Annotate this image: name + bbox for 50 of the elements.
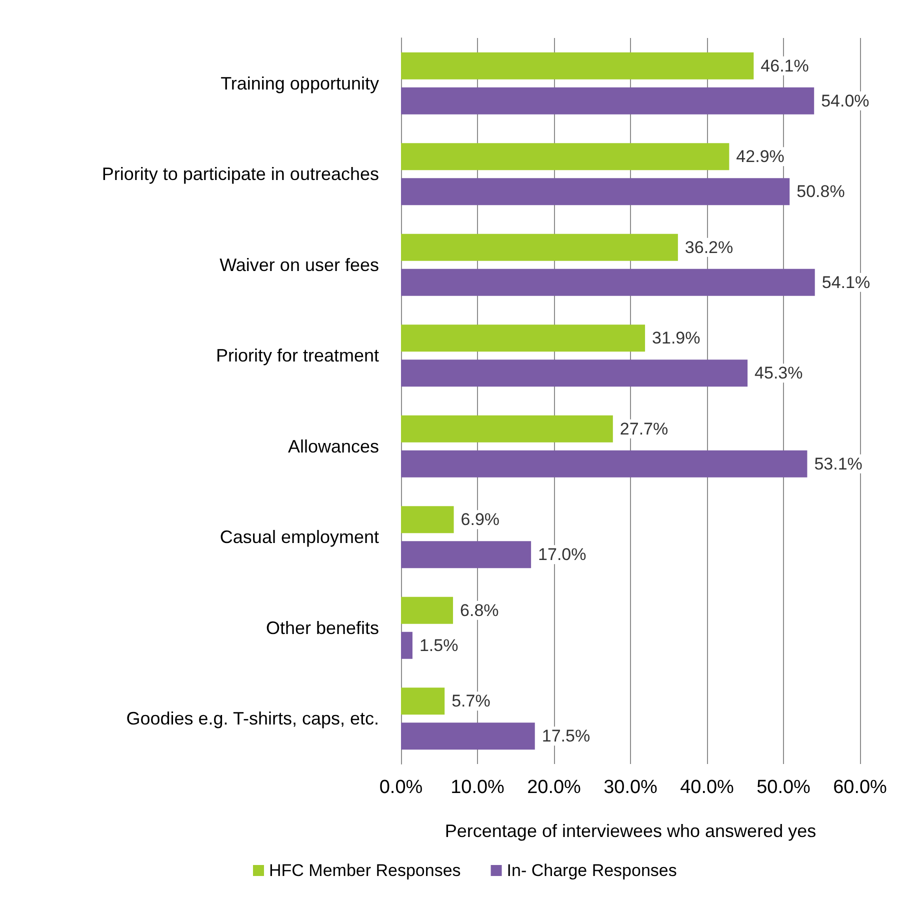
data-label: 31.9%: [652, 328, 700, 348]
bar: [401, 541, 532, 568]
data-label: 42.9%: [736, 147, 784, 166]
y-tick-label: Goodies e.g. T-shirts, caps, etc.: [126, 708, 379, 729]
data-label: 46.1%: [760, 56, 809, 76]
bar: [401, 722, 535, 750]
data-label: 17.0%: [538, 545, 586, 564]
bar: [401, 688, 445, 715]
data-label: 5.7%: [452, 692, 490, 711]
legend-label: In- Charge Responses: [506, 861, 677, 880]
x-tick-label: 40.0%: [680, 777, 734, 798]
data-label: 6.9%: [460, 510, 500, 530]
data-label: 53.1%: [814, 454, 862, 474]
data-label: 54.1%: [822, 272, 870, 292]
data-label: 36.2%: [684, 238, 734, 257]
x-axis-title: Percentage of interviewees who answered yes: [444, 821, 816, 841]
x-tick-label: 20.0%: [527, 777, 582, 798]
legend-label: HFC Member Responses: [269, 861, 461, 880]
bar: [401, 87, 814, 114]
bar: [401, 506, 454, 534]
bar: [401, 324, 646, 352]
y-tick-label: Waiver on user fees: [220, 254, 379, 275]
y-tick-label: Priority to participate in outreaches: [102, 164, 379, 184]
x-tick-label: 0.0%: [379, 777, 423, 798]
y-tick-label: Allowances: [288, 436, 379, 456]
x-tick-label: 50.0%: [756, 777, 811, 798]
bar: [401, 178, 790, 206]
bar: [401, 143, 730, 170]
data-label: 54.0%: [821, 91, 870, 110]
bar: [401, 52, 754, 80]
x-tick-label: 30.0%: [604, 777, 658, 798]
bar: [401, 268, 815, 296]
bar: [401, 596, 454, 624]
bar: [401, 450, 808, 478]
bar: [401, 360, 748, 387]
x-tick-label: 60.0%: [833, 777, 888, 798]
data-label: 1.5%: [419, 636, 458, 655]
bar: [401, 632, 412, 659]
bar: [401, 415, 613, 442]
x-tick-label: 10.0%: [450, 777, 505, 798]
y-tick-label: Casual employment: [220, 527, 379, 548]
data-label: 45.3%: [754, 364, 803, 383]
data-label: 27.7%: [620, 419, 668, 438]
data-label: 17.5%: [542, 726, 590, 746]
data-label: 50.8%: [796, 182, 845, 202]
y-tick-label: Other benefits: [266, 618, 379, 638]
data-label: 6.8%: [460, 600, 499, 620]
y-tick-label: Priority for treatment: [216, 346, 379, 366]
y-tick-label: Training opportunity: [220, 73, 379, 94]
bar: [401, 234, 678, 261]
